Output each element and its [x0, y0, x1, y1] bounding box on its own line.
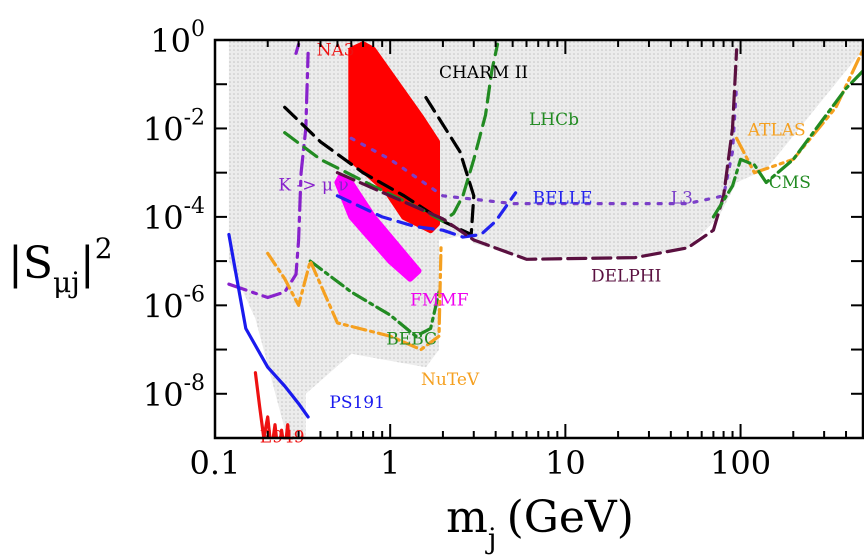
x-tick-label: 1: [380, 444, 400, 482]
series-line-bebc-9: [308, 259, 441, 338]
region-fmmf: [334, 174, 422, 282]
series-line-k-0: [227, 51, 310, 300]
series-line-l3-5: [349, 82, 739, 206]
x-axis-label-main: m: [446, 492, 488, 543]
ticks-layer: 0.1 1 10 100 100 10-2 10-4 10-6 10-8: [143, 17, 864, 482]
annotation-na3: NA3: [317, 40, 355, 60]
y-tick-label: 10-4: [143, 194, 205, 237]
y-tick-label: 10-6: [143, 282, 205, 325]
regions-layer: [228, 40, 863, 438]
series-line-ps191-11: [227, 232, 310, 419]
x-tick-label: 0.1: [190, 444, 241, 482]
annotation-charm-ii: CHARM II: [439, 63, 528, 83]
annotation-delphi: DELPHI: [591, 266, 661, 286]
annotation-ps191: PS191: [329, 393, 385, 413]
x-tick-label: 100: [710, 444, 771, 482]
annotation-l3: L3: [671, 189, 693, 209]
x-axis-label-unit: (GeV): [507, 492, 634, 543]
series-line-cms-8: [711, 69, 863, 219]
y-tick-label: 100: [150, 17, 205, 60]
annotation-fmmf: FMMF: [410, 290, 469, 310]
y-axis-label-main: |S: [8, 238, 53, 289]
annotation-k: K -> μ ν: [278, 175, 348, 195]
annotation-belle: BELLE: [533, 189, 593, 209]
y-tick-label: 10-2: [143, 105, 205, 148]
annotation-cms: CMS: [769, 173, 811, 193]
series-line-e949-12: [253, 371, 295, 438]
series-line-lhcb-3: [283, 42, 500, 223]
y-axis-label-sub: μj: [53, 266, 80, 299]
region-na3: [348, 41, 440, 234]
series-line-delphi-6: [335, 48, 739, 261]
y-axis-label-sup: 2: [95, 232, 113, 265]
y-axis-label-close: |: [80, 238, 95, 289]
x-tick-label: 10: [545, 444, 586, 482]
annotation-atlas: ATLAS: [747, 120, 806, 140]
annotation-nutev: NuTeV: [421, 370, 480, 390]
y-tick-label: 10-8: [143, 371, 205, 414]
annotations-layer: NA3 CHARM II LHCb K -> μ ν BELLE L3 ATLAS CMS DE…: [260, 40, 811, 447]
excluded-region: [228, 40, 863, 438]
annotation-bebc: BEBC: [386, 330, 437, 350]
y-axis-title: |Sμj|2: [8, 232, 113, 299]
x-axis-label-sub: j: [485, 522, 497, 555]
curves-layer: [227, 42, 863, 438]
x-axis-title: mj (GeV): [446, 492, 634, 555]
series-line-nutev-10: [266, 246, 443, 352]
series-line-belle-4: [335, 191, 518, 239]
plot-area: [227, 40, 863, 438]
annotation-lhcb: LHCb: [529, 110, 579, 130]
